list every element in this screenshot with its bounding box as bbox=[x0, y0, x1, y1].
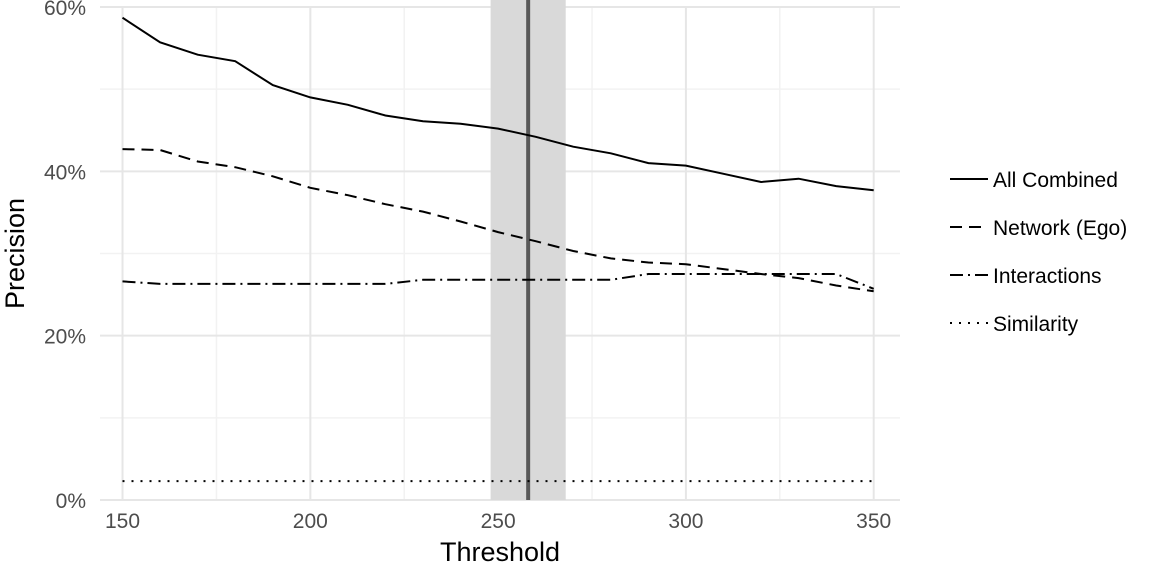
y-tick-label: 0% bbox=[56, 490, 86, 513]
x-tick-label: 150 bbox=[105, 510, 140, 533]
y-tick-label: 60% bbox=[44, 0, 86, 20]
series-lines bbox=[121, 16, 875, 483]
x-tick-label: 300 bbox=[668, 510, 703, 533]
y-axis-title: Precision bbox=[0, 198, 30, 309]
x-tick-label: 350 bbox=[856, 510, 891, 533]
legend-label: Network (Ego) bbox=[993, 217, 1127, 240]
y-axis-ticks: 0% 20% 40% 60% bbox=[44, 0, 86, 513]
legend-label: Similarity bbox=[993, 313, 1079, 336]
series-line bbox=[121, 16, 874, 192]
y-tick-label: 20% bbox=[44, 326, 86, 349]
threshold-highlight bbox=[490, 0, 566, 500]
legend-label: All Combined bbox=[993, 169, 1118, 192]
x-axis-ticks: 150 200 250 300 350 bbox=[105, 510, 891, 533]
series-line bbox=[122, 148, 874, 293]
series-line bbox=[122, 273, 875, 290]
legend: All Combined Network (Ego) Interactions Sim… bbox=[950, 169, 1127, 336]
x-tick-label: 200 bbox=[293, 510, 328, 533]
x-tick-label: 250 bbox=[481, 510, 516, 533]
x-axis-title: Threshold bbox=[440, 537, 560, 566]
legend-label: Interactions bbox=[993, 265, 1102, 288]
y-tick-label: 40% bbox=[44, 161, 86, 184]
